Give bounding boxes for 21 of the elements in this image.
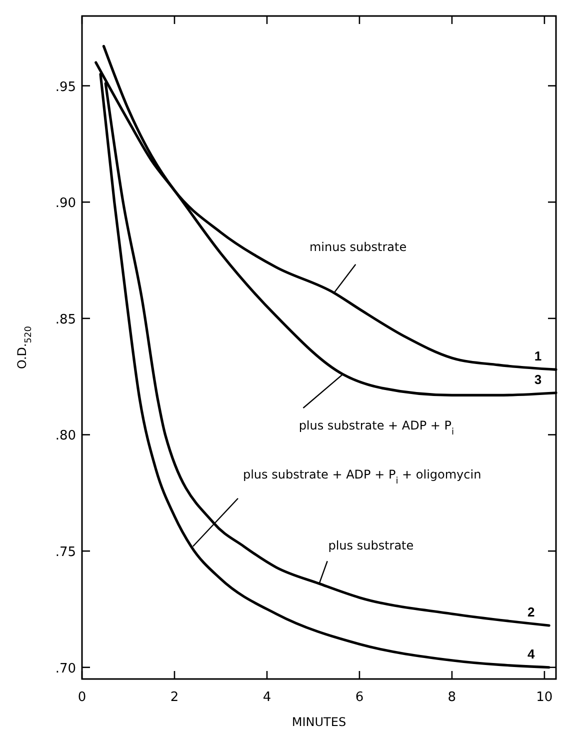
x-tick-label: 4 <box>262 690 272 705</box>
x-tick-label: 2 <box>170 690 179 705</box>
x-tick-label: 0 <box>78 690 86 705</box>
x-axis-title: MINUTES <box>292 715 346 729</box>
x-tick-label: 6 <box>355 690 364 705</box>
y-tick-label: .90 <box>55 196 76 212</box>
series-label: 4 <box>527 646 536 662</box>
y-tick-label: .75 <box>55 545 76 560</box>
annotation: plus substrate + ADP + P$_{i}$ <box>298 418 454 438</box>
x-tick-label: 10 <box>536 690 553 705</box>
series-label: 3 <box>534 372 542 387</box>
annotation: minus substrate <box>309 240 407 254</box>
y-tick-label: .80 <box>55 428 76 444</box>
y-tick-label: .85 <box>55 312 76 328</box>
series-label: 2 <box>527 604 535 620</box>
annotation: plus substrate + ADP + P$_{i}$ + oligomycin <box>242 467 482 486</box>
annotation: plus substrate <box>328 538 414 553</box>
y-tick-label: .95 <box>55 80 76 95</box>
x-tick-label: 8 <box>448 690 456 705</box>
y-tick-label: .70 <box>55 661 76 676</box>
series-label: 1 <box>534 348 542 364</box>
